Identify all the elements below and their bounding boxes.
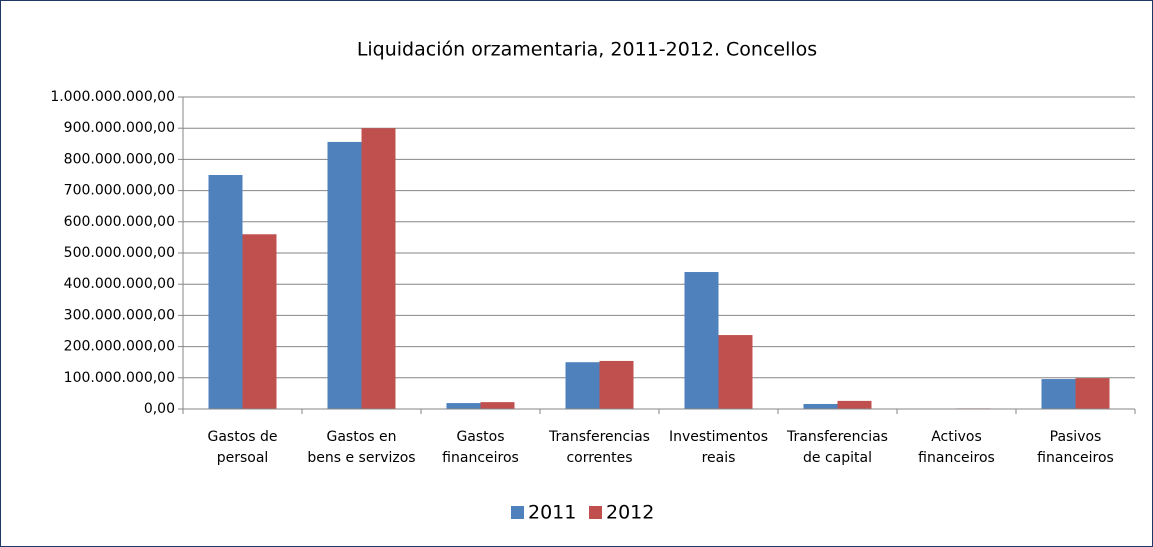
bar bbox=[1041, 379, 1076, 409]
y-tick-label: 300.000.000,00 bbox=[64, 307, 175, 323]
x-tick-label-line: correntes bbox=[566, 450, 632, 466]
x-tick-label-line: Gastos de bbox=[207, 429, 277, 445]
x-tick-label-line: Transferencias bbox=[548, 429, 650, 445]
x-tick-label: Gastos financeiros bbox=[442, 429, 519, 466]
x-tick-label-line: financeiros bbox=[1037, 450, 1114, 466]
bar bbox=[684, 272, 719, 409]
bar bbox=[480, 402, 515, 409]
x-tick-label-line: Gastos en bbox=[326, 429, 396, 445]
bar bbox=[837, 400, 872, 409]
x-tick-label-line: Pasivos bbox=[1050, 429, 1102, 445]
legend-swatch bbox=[511, 506, 524, 519]
x-tick-label-line: Gastos bbox=[456, 429, 504, 445]
bar bbox=[208, 175, 243, 409]
bar bbox=[242, 234, 277, 409]
x-tick-label-line: persoal bbox=[217, 450, 269, 466]
x-tick-label-line: de capital bbox=[803, 450, 872, 466]
x-tick-label: Pasivos financeiros bbox=[1037, 429, 1114, 466]
bar bbox=[599, 360, 634, 409]
y-tick-label: 0,00 bbox=[144, 401, 175, 417]
x-tick-label-line: financeiros bbox=[918, 450, 995, 466]
legend-swatch bbox=[589, 506, 602, 519]
x-tick-label-line: Transferencias bbox=[786, 429, 888, 445]
x-tick-label-line: Investimentos bbox=[669, 429, 768, 445]
x-tick-label: Investimentos reais bbox=[669, 429, 768, 466]
x-tick-label: Activos financeiros bbox=[918, 429, 995, 466]
y-tick-label: 700.000.000,00 bbox=[64, 183, 175, 199]
y-tick-label: 200.000.000,00 bbox=[64, 339, 175, 355]
y-tick-label: 100.000.000,00 bbox=[64, 370, 175, 386]
x-tick-label-line: bens e servizos bbox=[307, 450, 415, 466]
bar bbox=[361, 128, 396, 409]
y-tick-label: 1.000.000.000,00 bbox=[50, 89, 175, 105]
y-tick-label: 900.000.000,00 bbox=[64, 120, 175, 136]
x-tick-label-line: financeiros bbox=[442, 450, 519, 466]
legend-text: 2012 bbox=[606, 502, 654, 524]
bar bbox=[1075, 378, 1110, 409]
bar bbox=[803, 404, 838, 409]
bar bbox=[718, 335, 753, 409]
chart-title: Liquidación orzamentaria, 2011-2012. Con… bbox=[357, 39, 817, 61]
bar bbox=[565, 362, 600, 409]
y-tick-label: 500.000.000,00 bbox=[64, 245, 175, 261]
bar bbox=[327, 141, 362, 410]
y-tick-label: 600.000.000,00 bbox=[64, 214, 175, 230]
x-tick-label-line: Activos bbox=[931, 429, 982, 445]
x-tick-label: Gastos de persoal bbox=[207, 429, 277, 466]
legend-text: 2011 bbox=[528, 502, 576, 524]
x-tick-label-line: reais bbox=[702, 450, 736, 466]
x-tick-label: Transferencias correntes bbox=[548, 429, 650, 466]
y-tick-label: 800.000.000,00 bbox=[64, 151, 175, 167]
x-tick-label: Gastos en bens e servizos bbox=[307, 429, 415, 466]
x-tick-label: Transferencias de capital bbox=[786, 429, 888, 466]
bar bbox=[446, 403, 481, 409]
y-tick-label: 400.000.000,00 bbox=[64, 276, 175, 292]
